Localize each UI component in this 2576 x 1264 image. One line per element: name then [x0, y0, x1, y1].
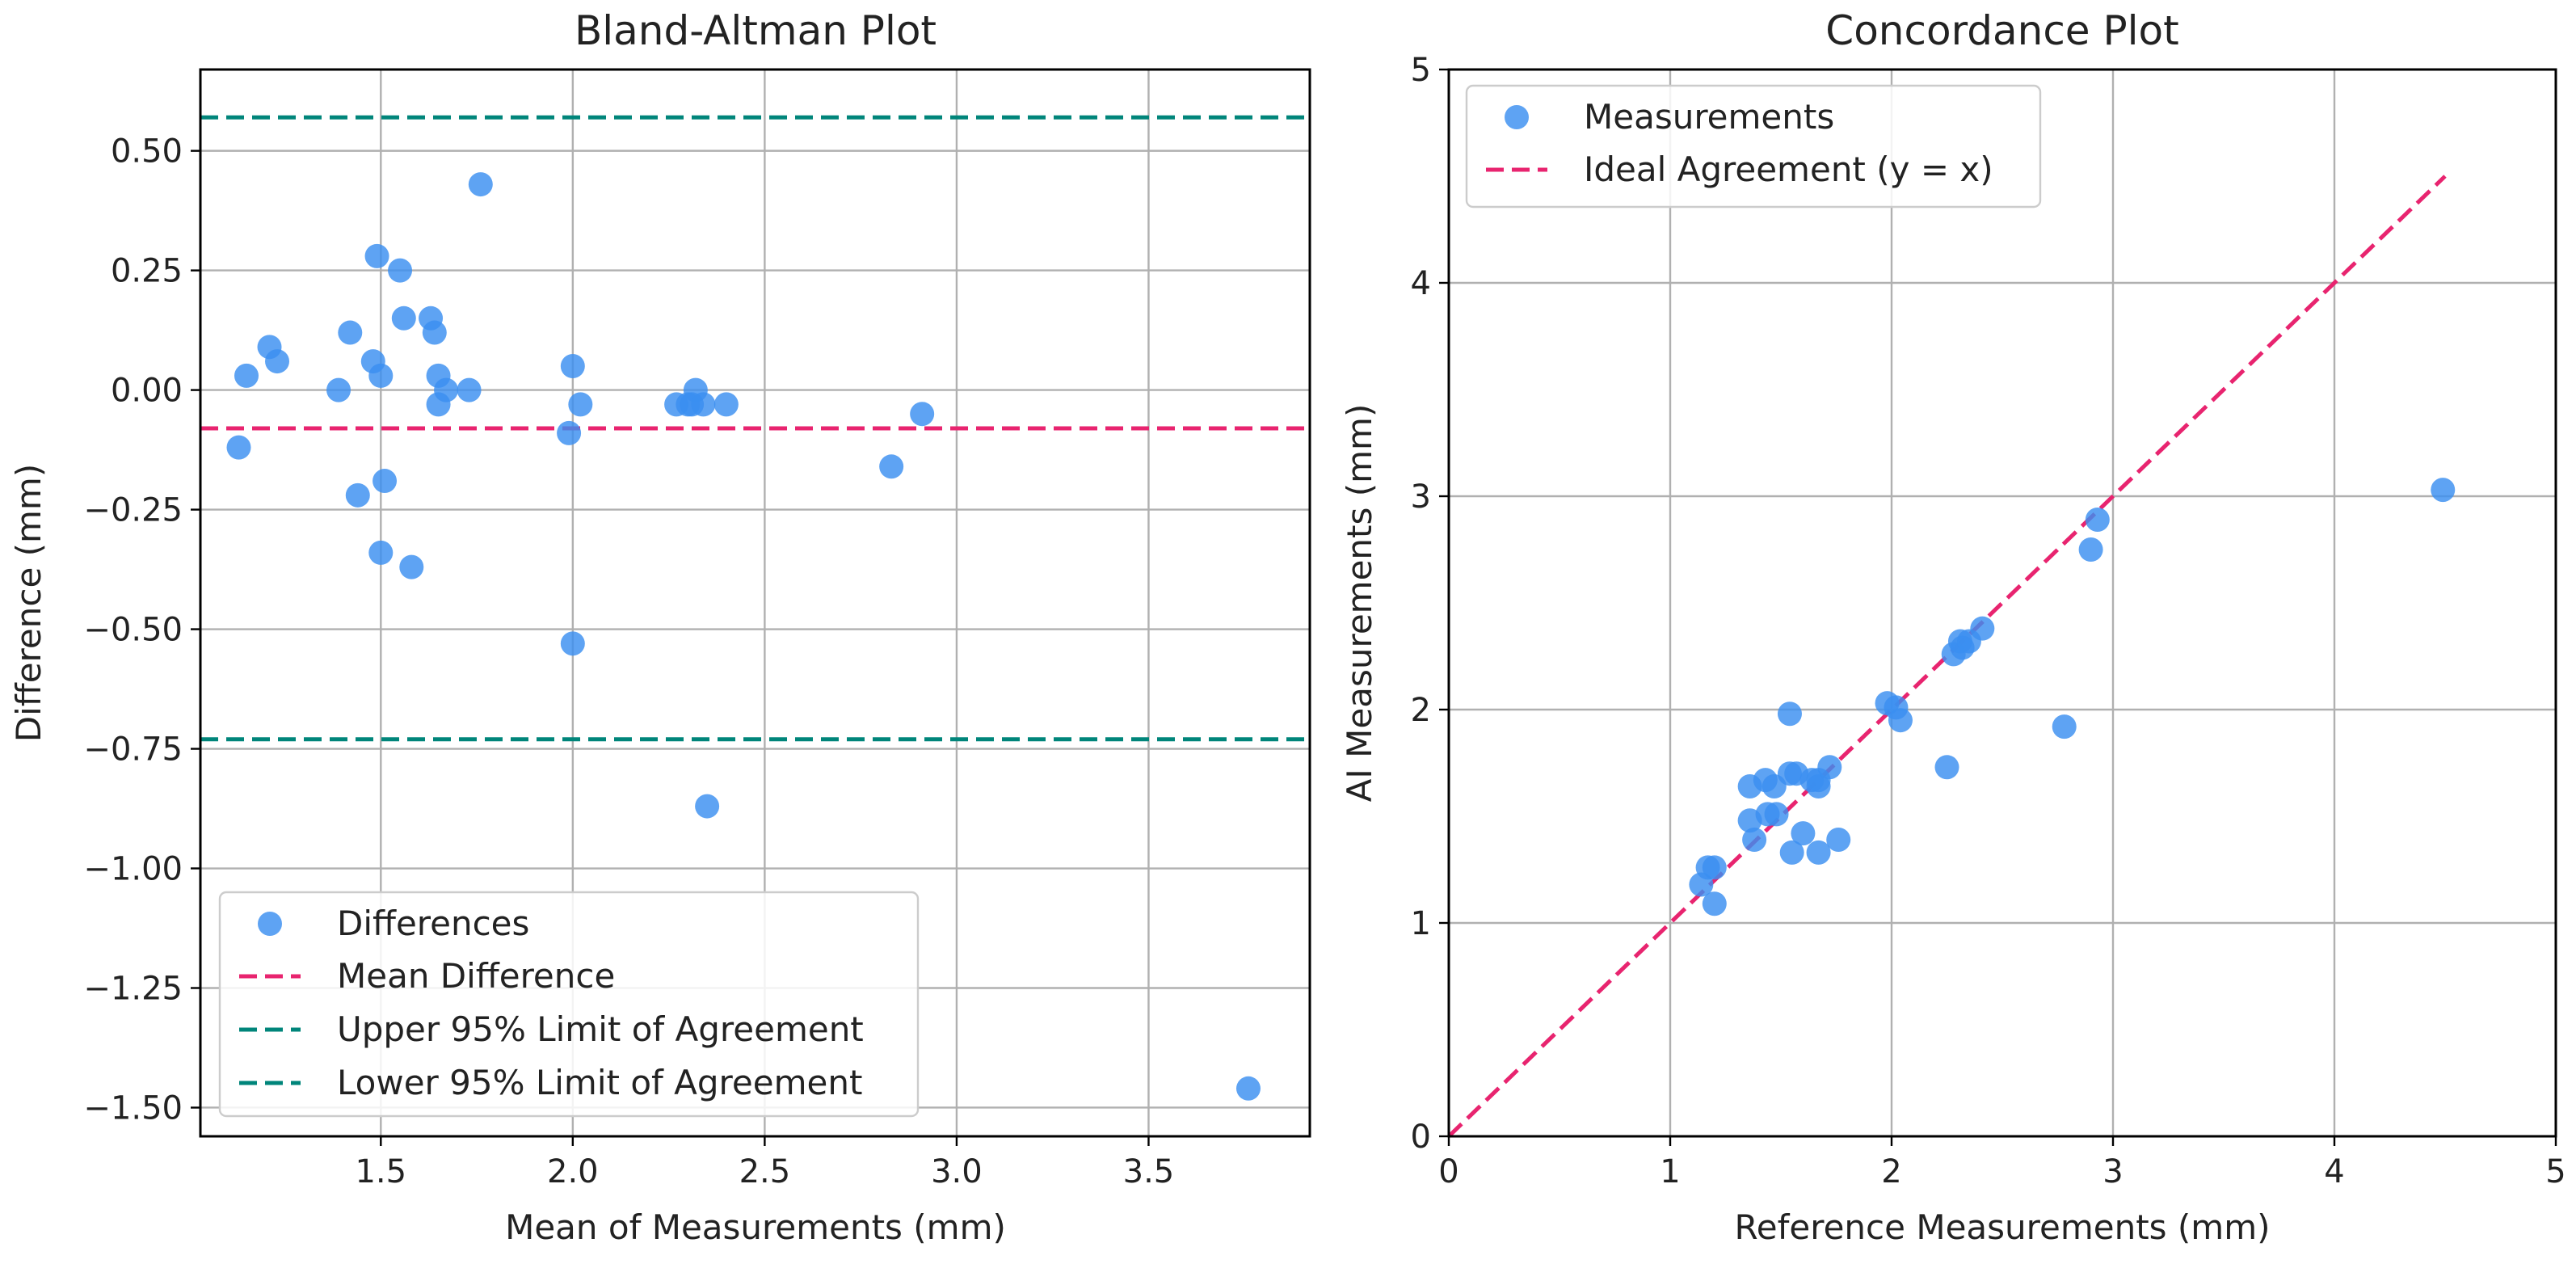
bland-altman-x-axis-label: Mean of Measurements (mm) — [505, 1207, 1006, 1247]
bland-altman-plot-frame — [199, 68, 1311, 1138]
legend-label-measurements: Measurements — [1584, 97, 1834, 137]
concordance-plot-frame — [1447, 68, 2557, 1138]
bland-altman-y-axis-label: Difference (mm) — [9, 464, 48, 742]
ideal-agreement-line — [1447, 175, 2447, 1138]
bland-altman-data-point — [1235, 1076, 1261, 1101]
bland-altman-y-tick-label: −1.50 — [83, 1089, 183, 1127]
concordance-data-point — [1970, 616, 1995, 641]
bland-altman-title: Bland-Altman Plot — [575, 7, 937, 54]
concordance-data-point — [2052, 714, 2077, 739]
legend-marker-measurements — [1505, 105, 1529, 129]
concordance-y-tick-label: 1 — [1411, 905, 1431, 942]
concordance-data-point — [1817, 755, 1842, 780]
bland-altman-data-point — [422, 320, 447, 345]
bland-altman-data-point — [560, 353, 585, 378]
bland-altman-y-tick-label: 0.50 — [111, 133, 183, 171]
bland-altman-data-point — [434, 377, 459, 402]
bland-altman-data-point — [368, 540, 394, 565]
bland-altman-x-tick-label: 1.5 — [355, 1153, 406, 1190]
concordance-y-axis-label: AI Measurements (mm) — [1340, 404, 1379, 803]
bland-altman-data-point — [226, 435, 251, 460]
bland-altman-x-tick-label: 3.0 — [931, 1153, 983, 1190]
concordance-y-tick-label: 4 — [1411, 265, 1431, 302]
concordance-data-point — [1779, 840, 1804, 865]
legend-label-mean-difference: Mean Difference — [337, 956, 615, 996]
bland-altman-data-point — [364, 243, 389, 268]
legend-label-ideal-agreement: Ideal Agreement (y = x) — [1584, 150, 1993, 189]
concordance-legend-box — [1465, 84, 2042, 209]
concordance-x-tick-label: 3 — [2102, 1153, 2123, 1190]
concordance-legend: Measurements Ideal Agreement (y = x) — [1465, 84, 2042, 209]
bland-altman-chart: Bland-Altman Plot 1.5 2.0 2.5 3.0 3.5 0.50 0.2… — [9, 7, 1311, 1247]
bland-altman-legend: Differences Mean Difference Upper 95% Li… — [218, 891, 920, 1118]
bland-altman-data-point — [879, 454, 904, 479]
bland-altman-data-point — [373, 469, 398, 494]
bland-altman-y-tick-label: −0.50 — [83, 612, 183, 649]
legend-marker-differences — [258, 912, 282, 936]
bland-altman-x-tick-label: 2.0 — [547, 1153, 599, 1190]
concordance-data-point — [1791, 821, 1816, 846]
bland-altman-y-tick-label: −1.00 — [83, 851, 183, 888]
bland-altman-data-point — [910, 402, 935, 427]
bland-altman-y-tick-label: 0.00 — [111, 373, 183, 410]
bland-altman-y-tick-label: 0.25 — [111, 253, 183, 290]
concordance-y-tick-label: 5 — [1411, 52, 1431, 89]
bland-altman-data-point — [326, 377, 351, 402]
bland-altman-data-point — [695, 794, 720, 819]
bland-altman-data-point — [557, 420, 582, 445]
bland-altman-x-tick-label: 2.5 — [739, 1153, 791, 1190]
legend-label-upper-limit: Upper 95% Limit of Agreement — [337, 1009, 864, 1049]
concordance-data-point — [1826, 828, 1851, 853]
concordance-title: Concordance Plot — [1825, 7, 2178, 54]
concordance-x-axis-label: Reference Measurements (mm) — [1734, 1207, 2270, 1247]
bland-altman-data-point — [338, 320, 363, 345]
concordance-y-tick-label: 3 — [1411, 478, 1431, 516]
concordance-data-point — [2078, 537, 2103, 562]
bland-altman-data-point — [468, 172, 493, 197]
concordance-data-point — [1742, 828, 1767, 853]
concordance-data-point — [1702, 855, 1727, 880]
concordance-data-point — [1806, 840, 1831, 865]
bland-altman-data-point — [388, 258, 413, 283]
legend-label-lower-limit: Lower 95% Limit of Agreement — [337, 1063, 862, 1102]
concordance-data-point — [2085, 508, 2110, 533]
bland-altman-data-point — [234, 363, 259, 388]
bland-altman-data-point — [560, 631, 585, 656]
bland-altman-data-point — [713, 392, 739, 417]
bland-altman-data-point — [391, 305, 416, 331]
concordance-data-point — [2431, 478, 2456, 503]
concordance-y-tick-label: 0 — [1411, 1119, 1431, 1156]
bland-altman-data-point — [399, 554, 424, 579]
bland-altman-data-point — [691, 392, 716, 417]
concordance-x-tick-label: 2 — [1881, 1153, 1901, 1190]
bland-altman-y-tick-label: −1.25 — [83, 971, 183, 1008]
bland-altman-y-tick-label: −0.25 — [83, 492, 183, 529]
concordance-y-tick-label: 2 — [1411, 692, 1431, 729]
concordance-chart: Concordance Plot 0 1 2 3 4 5 0 1 2 3 4 5 Reference … — [1340, 7, 2566, 1247]
concordance-x-tick-label: 4 — [2324, 1153, 2344, 1190]
concordance-data-point — [1934, 755, 1959, 780]
bland-altman-data-point — [265, 349, 290, 374]
bland-altman-data-point — [457, 377, 482, 402]
bland-altman-x-tick-label: 3.5 — [1123, 1153, 1175, 1190]
legend-label-differences: Differences — [337, 904, 529, 943]
bland-altman-legend-box — [218, 891, 920, 1118]
bland-altman-data-point — [568, 392, 593, 417]
bland-altman-data-point — [345, 482, 370, 508]
concordance-data-point — [1888, 708, 1913, 733]
concordance-data-point — [1702, 891, 1727, 916]
concordance-x-tick-label: 0 — [1438, 1153, 1458, 1190]
concordance-x-tick-label: 1 — [1660, 1153, 1680, 1190]
bland-altman-y-tick-label: −0.75 — [83, 731, 183, 769]
concordance-data-point — [1764, 802, 1789, 827]
bland-altman-data-point — [368, 363, 394, 388]
concordance-x-tick-label: 5 — [2545, 1153, 2565, 1190]
concordance-data-point — [1777, 702, 1802, 727]
